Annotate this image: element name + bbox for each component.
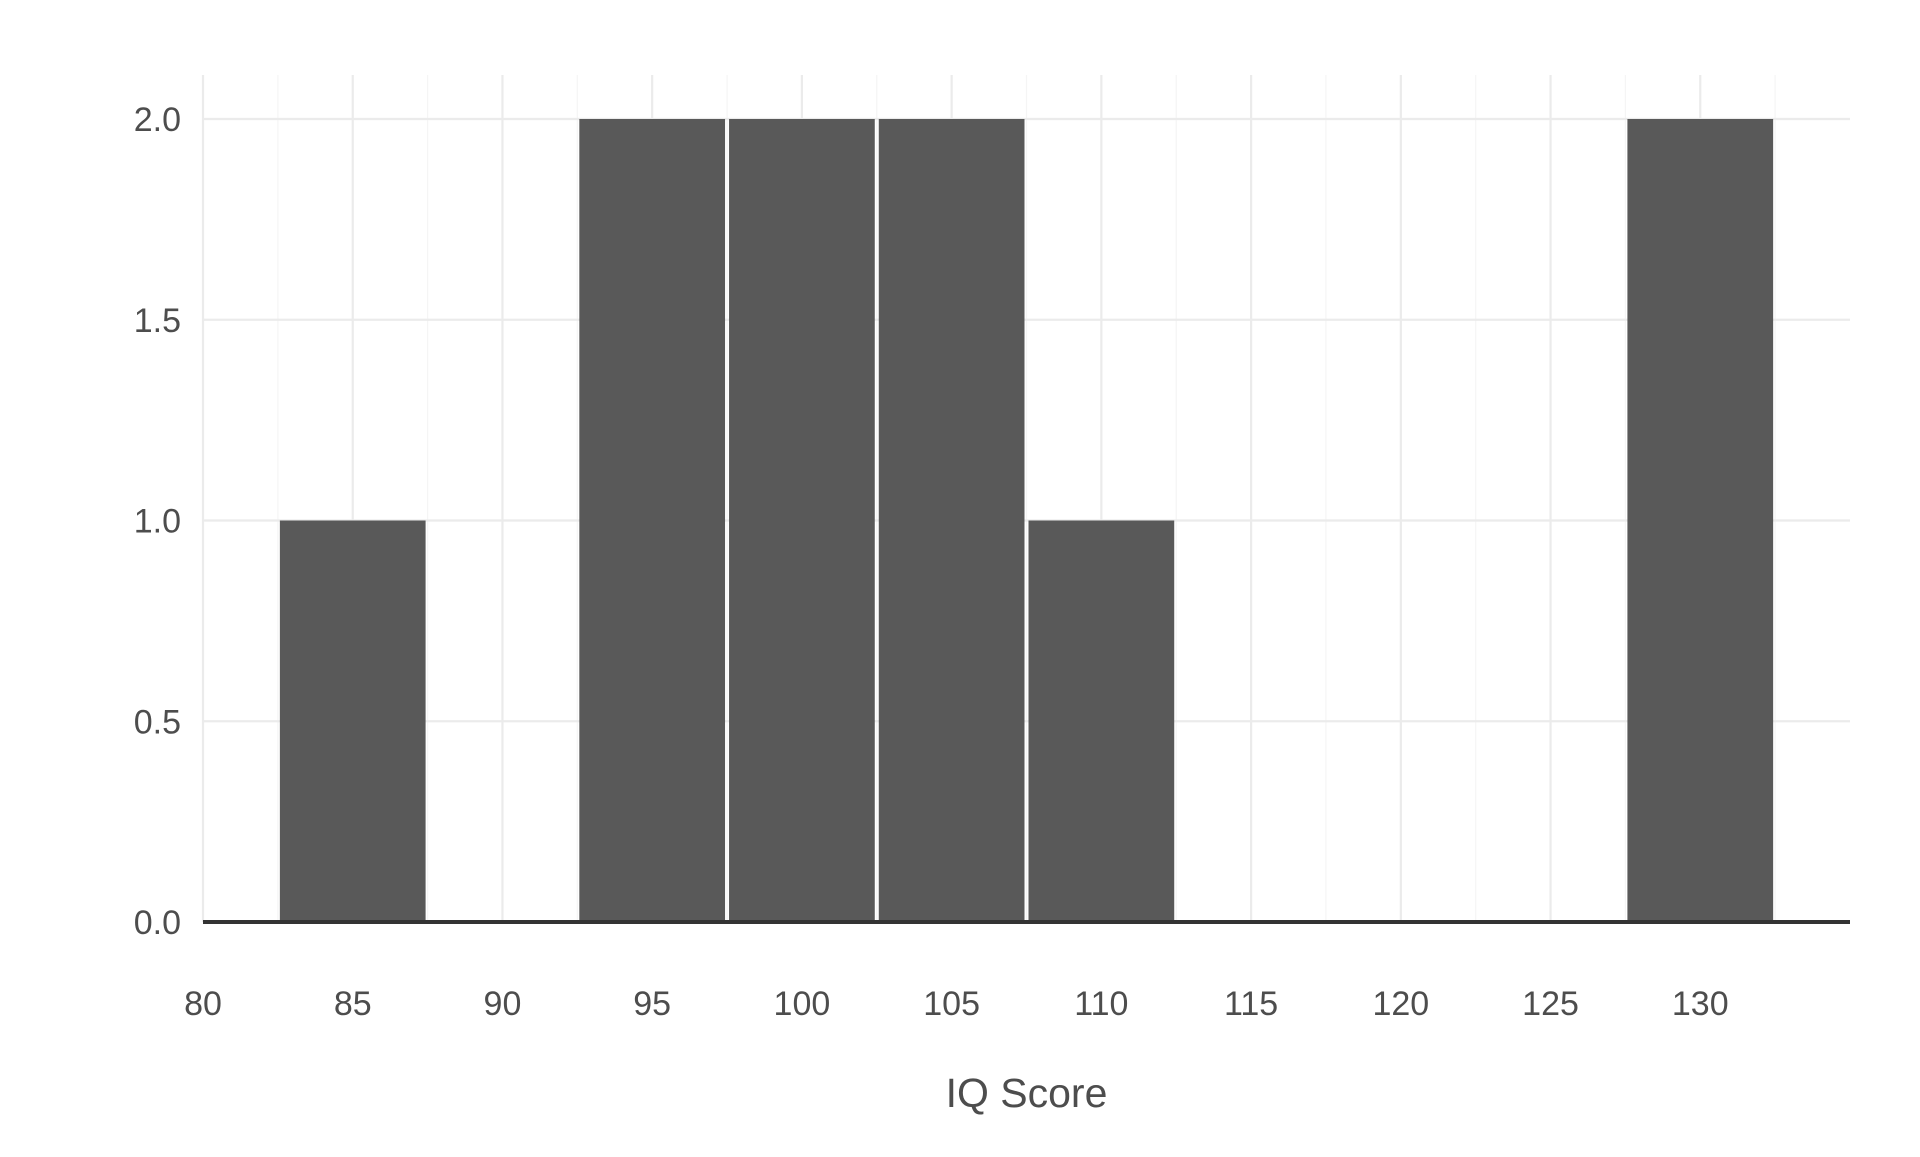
x-tick-label: 105 (923, 985, 980, 1023)
gridlines (201, 75, 1850, 924)
histogram-bar-100 (729, 119, 875, 922)
x-axis-title: IQ Score (946, 1070, 1108, 1116)
x-tick-label: 85 (334, 985, 372, 1023)
y-tick-label: 0.5 (134, 703, 181, 741)
x-tick-label: 130 (1672, 985, 1729, 1023)
histogram-bar-105 (878, 119, 1025, 922)
x-tick-label: 115 (1224, 985, 1278, 1023)
y-tick-label: 1.0 (134, 503, 181, 541)
y-tick-label: 2.0 (134, 101, 181, 139)
axes: 80 85 90 95 100 105 110 115 120 125 130 0.0 0.5 1.0 1.… (134, 101, 1850, 1023)
x-tick-label: 90 (484, 985, 522, 1023)
x-tick-label: 80 (184, 985, 222, 1023)
histogram-bar-130 (1627, 119, 1774, 922)
y-tick-label: 0.0 (134, 904, 181, 942)
histogram-bar-95 (579, 119, 726, 922)
x-tick-label: 100 (774, 985, 831, 1023)
y-tick-label: 1.5 (134, 302, 181, 340)
histogram-bar-110 (1028, 520, 1175, 922)
x-tick-label: 95 (633, 985, 671, 1023)
x-tick-label: 110 (1074, 985, 1128, 1023)
histogram-bar-85 (279, 520, 426, 922)
bars (279, 119, 1774, 922)
x-tick-label: 120 (1372, 985, 1429, 1023)
x-tick-label: 125 (1522, 985, 1579, 1023)
